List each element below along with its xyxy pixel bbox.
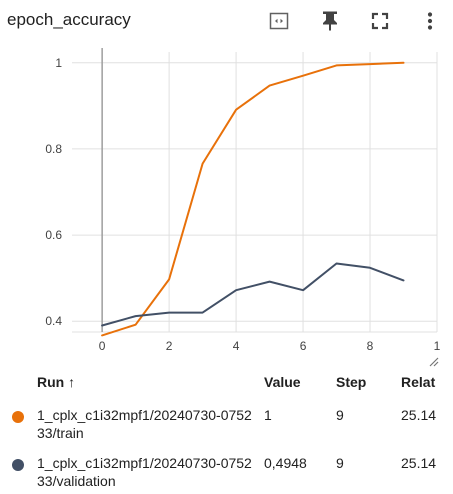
- x-tick-label: 8: [367, 339, 374, 353]
- train-series-line[interactable]: [101, 61, 405, 337]
- more-options-button[interactable]: [415, 6, 445, 36]
- x-tick-label: 6: [300, 339, 307, 353]
- data-point[interactable]: [201, 311, 205, 315]
- data-point[interactable]: [335, 262, 339, 266]
- y-tick-label: 0.4: [45, 314, 62, 328]
- data-point[interactable]: [268, 280, 272, 284]
- card-title: epoch_accuracy: [7, 10, 131, 29]
- y-tick-label: 0.8: [45, 142, 62, 156]
- run-name: 1_cplx_c1i32mpf1/20240730-075233/validat…: [37, 455, 252, 489]
- column-header-value[interactable]: Value: [264, 374, 301, 390]
- data-point[interactable]: [234, 108, 238, 112]
- run-color-dot[interactable]: [12, 411, 24, 423]
- accuracy-line-chart[interactable]: 0 2 4 6 8 1 0.4 0.6 0.8 1: [0, 44, 453, 370]
- data-point[interactable]: [335, 63, 339, 67]
- run-color-dot[interactable]: [12, 459, 24, 471]
- runs-table: Run ↑ Value Step Relat 1_cplx_c1i32mpf1/…: [0, 370, 453, 494]
- column-header-run[interactable]: Run ↑: [37, 374, 76, 390]
- run-step: 9: [336, 455, 344, 471]
- run-name: 1_cplx_c1i32mpf1/20240730-075233/train: [37, 407, 252, 441]
- data-point[interactable]: [368, 266, 372, 270]
- data-point[interactable]: [100, 324, 104, 328]
- run-relative: 25.14: [401, 455, 437, 471]
- data-point[interactable]: [234, 288, 238, 292]
- data-point[interactable]: [368, 62, 372, 66]
- run-value: 1: [264, 407, 272, 423]
- data-point[interactable]: [134, 323, 138, 327]
- data-point[interactable]: [402, 61, 406, 65]
- column-header-step[interactable]: Step: [336, 374, 367, 390]
- run-step: 9: [336, 407, 344, 423]
- pin-button[interactable]: [315, 6, 345, 36]
- x-tick-label: 0: [99, 339, 106, 353]
- validation-series-line[interactable]: [101, 262, 405, 327]
- run-value: 0,4948: [264, 455, 307, 471]
- data-point[interactable]: [100, 333, 104, 337]
- x-tick-label: 1: [434, 339, 441, 353]
- data-point[interactable]: [301, 288, 305, 292]
- run-relative: 25.14: [401, 407, 437, 423]
- fit-domain-icon: [269, 12, 289, 30]
- pin-icon: [323, 11, 337, 31]
- y-tick-label: 0.6: [45, 228, 62, 242]
- more-vert-icon: [427, 12, 433, 30]
- data-point[interactable]: [167, 311, 171, 315]
- fullscreen-button[interactable]: [365, 6, 395, 36]
- data-point[interactable]: [167, 277, 171, 281]
- card-header: epoch_accuracy: [0, 0, 453, 44]
- x-tick-label: 4: [233, 339, 240, 353]
- fit-domain-button[interactable]: [264, 6, 294, 36]
- x-tick-label: 2: [166, 339, 173, 353]
- column-header-relative[interactable]: Relat: [401, 374, 436, 390]
- data-point[interactable]: [268, 84, 272, 88]
- data-point[interactable]: [201, 162, 205, 166]
- table-row[interactable]: 1_cplx_c1i32mpf1/20240730-075233/train 1…: [0, 406, 453, 450]
- data-point[interactable]: [301, 74, 305, 78]
- data-point[interactable]: [402, 278, 406, 282]
- y-tick-label: 1: [55, 56, 62, 70]
- table-row[interactable]: 1_cplx_c1i32mpf1/20240730-075233/validat…: [0, 454, 453, 494]
- data-point[interactable]: [134, 314, 138, 318]
- resize-handle-icon[interactable]: [429, 357, 439, 367]
- fullscreen-icon: [371, 12, 389, 30]
